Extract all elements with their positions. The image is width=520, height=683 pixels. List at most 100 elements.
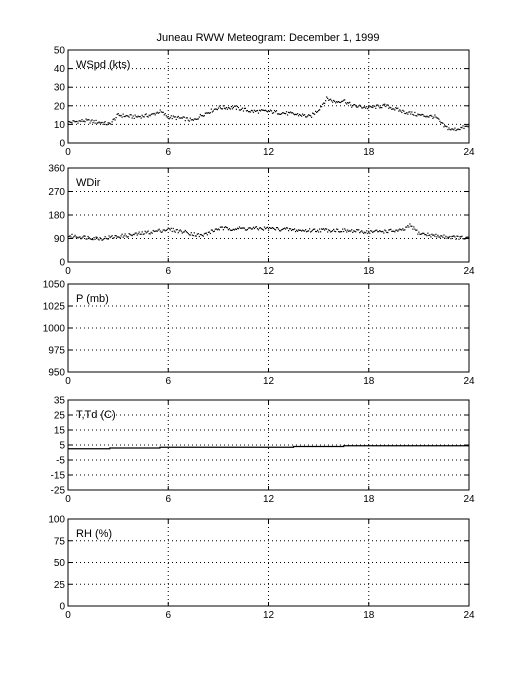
data-point: [227, 106, 229, 109]
data-point: [268, 110, 271, 113]
data-point: [80, 120, 82, 123]
y-tick-label: 1025: [43, 302, 66, 313]
data-point: [79, 236, 81, 238]
data-point: [77, 237, 79, 239]
data-point: [81, 119, 83, 121]
data-point: [110, 235, 112, 238]
data-point: [254, 110, 257, 112]
data-point: [300, 230, 303, 232]
data-point: [224, 108, 226, 110]
data-point: [90, 238, 92, 240]
data-point: [401, 111, 403, 114]
data-point: [89, 238, 91, 240]
data-point: [337, 101, 339, 103]
data-point: [149, 115, 151, 117]
data-point: [455, 238, 457, 240]
data-point: [99, 237, 101, 239]
data-point: [409, 111, 411, 113]
data-point: [223, 226, 225, 229]
data-point: [310, 231, 312, 233]
data-point: [374, 105, 376, 107]
data-point: [416, 115, 418, 117]
data-point: [127, 236, 129, 238]
data-point: [437, 234, 439, 236]
data-point: [253, 227, 256, 230]
y-tick-label: 20: [54, 101, 66, 112]
y-tick-label: 360: [48, 164, 65, 175]
data-point: [208, 231, 210, 233]
data-point: [244, 229, 247, 231]
data-point: [406, 226, 408, 228]
data-point: [336, 101, 338, 103]
data-point: [138, 231, 140, 233]
y-tick-label: -25: [51, 486, 66, 497]
data-point: [304, 116, 307, 118]
data-point: [138, 116, 140, 118]
data-point: [467, 126, 469, 128]
data-point: [188, 120, 190, 122]
data-point: [93, 237, 95, 239]
data-point: [176, 116, 178, 118]
y-tick-label: 950: [48, 368, 65, 379]
data-point: [145, 232, 147, 234]
data-point: [452, 128, 454, 130]
data-point: [443, 234, 445, 236]
data-point: [280, 113, 283, 115]
data-point: [219, 107, 221, 109]
data-point: [298, 113, 301, 116]
data-point: [97, 122, 99, 124]
data-point: [215, 108, 217, 110]
data-point: [314, 113, 316, 115]
data-point: [341, 100, 343, 103]
data-point: [403, 229, 405, 231]
data-point: [438, 236, 440, 238]
data-point: [322, 103, 324, 105]
data-point: [229, 229, 232, 231]
data-point: [265, 110, 268, 112]
data-point: [462, 125, 464, 127]
data-point: [323, 228, 325, 230]
data-point: [222, 229, 224, 231]
data-point: [205, 112, 207, 114]
data-point: [177, 115, 179, 118]
data-point: [154, 114, 156, 116]
data-point: [283, 227, 286, 229]
data-point: [343, 230, 345, 233]
data-point: [334, 230, 336, 232]
data-point: [264, 228, 267, 230]
data-point: [70, 236, 72, 238]
data-point: [226, 108, 228, 110]
data-point: [353, 104, 355, 106]
data-point: [373, 230, 375, 233]
data-point: [300, 115, 303, 117]
data-point: [217, 228, 219, 230]
data-point: [157, 112, 159, 114]
data-point: [258, 109, 261, 111]
data-point: [82, 236, 84, 238]
data-point: [209, 232, 211, 235]
data-point: [76, 236, 78, 238]
data-point: [108, 235, 110, 237]
data-point: [292, 229, 295, 231]
data-point: [286, 227, 289, 229]
data-point: [301, 113, 304, 115]
data-point: [403, 110, 405, 112]
data-point: [207, 231, 209, 233]
data-point: [73, 235, 75, 238]
data-point: [139, 233, 141, 235]
data-point: [246, 109, 249, 112]
data-point: [103, 238, 105, 240]
data-point: [344, 99, 346, 101]
data-point: [174, 116, 176, 118]
data-point: [407, 113, 409, 115]
data-point: [299, 114, 302, 116]
data-point: [92, 122, 94, 124]
data-point: [335, 102, 337, 104]
data-point: [364, 231, 366, 233]
data-point: [243, 107, 246, 110]
data-point: [147, 230, 149, 232]
data-point: [230, 229, 233, 232]
data-point: [242, 110, 245, 112]
data-point: [400, 110, 402, 112]
data-point: [169, 229, 171, 231]
